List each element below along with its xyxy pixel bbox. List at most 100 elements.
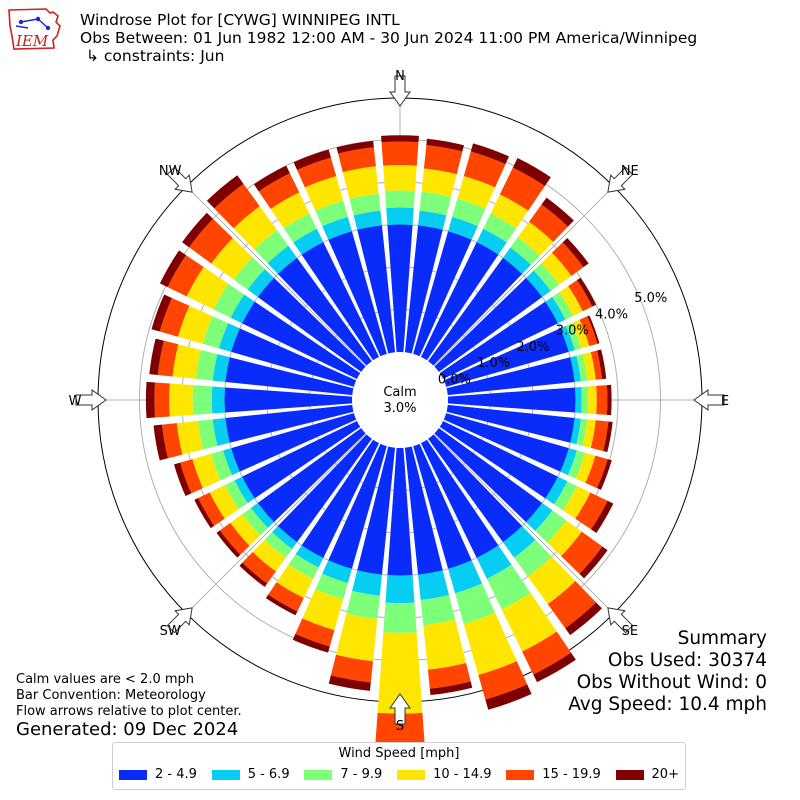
- wind-bar-segment: [567, 450, 586, 479]
- wind-bar-segment: [315, 573, 348, 600]
- wind-bar-segment: [182, 212, 213, 248]
- wind-bar-segment: [455, 583, 496, 624]
- wind-bar-segment: [342, 166, 379, 199]
- wind-bar-segment: [195, 349, 218, 381]
- wind-bar-segment: [295, 618, 335, 647]
- wind-bar-segment: [576, 277, 597, 307]
- wind-bar-segment: [231, 328, 357, 387]
- calm-value: 3.0%: [383, 401, 416, 416]
- wind-bar-segment: [186, 267, 229, 310]
- wind-bar-segment: [527, 556, 576, 605]
- wind-bar-segment: [501, 592, 557, 652]
- arrow-shape: [693, 389, 725, 411]
- wind-bar-segment: [576, 418, 588, 446]
- wind-bar-segment: [211, 237, 253, 280]
- wind-bar-segment: [418, 570, 449, 600]
- flow-arrow-icon: [693, 389, 725, 411]
- wind-bar-segment: [212, 354, 230, 382]
- wind-bar-segment: [210, 450, 233, 481]
- wind-bar-segment: [581, 386, 589, 414]
- constraints: ↳ constraints: Jun: [86, 47, 225, 65]
- legend-item: 20+: [615, 767, 679, 782]
- wind-bar-segment: [336, 140, 374, 154]
- legend-swatch: [397, 769, 426, 780]
- wind-bar-segment: [180, 459, 203, 494]
- wind-bar-segment: [413, 231, 472, 357]
- grid-spoke: [186, 186, 367, 367]
- wind-bar-segment: [447, 387, 576, 413]
- wind-bar-segment: [271, 526, 298, 550]
- wind-bar-segment: [579, 316, 598, 347]
- wind-bar-segment: [560, 325, 575, 352]
- wind-bar-segment: [349, 193, 381, 216]
- legend-item: 2 - 4.9: [119, 767, 197, 782]
- wind-bar-segment: [214, 183, 260, 229]
- wind-bar-segment: [154, 382, 170, 418]
- wind-bar-segment: [330, 654, 374, 683]
- flow-note: Flow arrows relative to plot center.: [16, 704, 242, 719]
- wind-bar-segment: [428, 257, 523, 366]
- wind-bar-segment: [571, 319, 590, 349]
- wind-bar-segment: [559, 286, 583, 316]
- summary-title: Summary: [677, 628, 767, 649]
- wind-bar-segment: [231, 413, 357, 472]
- wind-bars: [145, 135, 614, 767]
- wind-bar-segment: [579, 546, 608, 579]
- wind-bar-segment: [452, 198, 486, 227]
- wind-bar-segment: [224, 480, 248, 510]
- rose-labels: 0.0%1.0%2.0%3.0%4.0%5.0%Calm3.0%NNEESESS…: [69, 69, 730, 734]
- obs-without-wind: Obs Without Wind: 0: [576, 672, 767, 693]
- wind-bar-segment: [233, 257, 265, 290]
- wind-bar-segment: [533, 652, 576, 683]
- wind-bar-segment: [512, 158, 551, 187]
- wind-bar-segment: [178, 305, 213, 344]
- wind-bar-segment: [485, 684, 532, 710]
- wind-bar-segment: [212, 418, 230, 446]
- wind-bar-segment: [297, 157, 337, 188]
- wind-bar-segment: [169, 383, 194, 417]
- wind-bar-segment: [377, 632, 423, 714]
- wind-bar-segment: [383, 602, 417, 633]
- radial-tick-label: 4.0%: [595, 307, 628, 322]
- wind-bar-segment: [293, 228, 324, 255]
- compass-label-e: E: [721, 394, 729, 409]
- wind-bar-segment: [420, 594, 456, 626]
- wind-bar-segment: [357, 446, 396, 575]
- arrow-shape: [75, 389, 107, 411]
- wind-bar-segment: [483, 213, 517, 243]
- wind-bar-segment: [230, 294, 255, 324]
- wind-bar-segment: [218, 323, 240, 352]
- legend: Wind Speed [mph] 2 - 4.9 5 - 6.9 7 - 9.9…: [112, 742, 686, 790]
- legend-swatch: [506, 769, 535, 780]
- wind-bar-segment: [463, 151, 506, 188]
- wind-bar-segment: [277, 434, 372, 543]
- radial-tick-label: 0.0%: [438, 372, 471, 387]
- wind-bar-segment: [443, 413, 569, 472]
- wind-bar-segment: [545, 296, 566, 324]
- wind-bar-segment: [541, 197, 574, 227]
- wind-bar-segment: [606, 384, 612, 416]
- wind-bar-segment: [233, 206, 278, 250]
- wind-bar-segment: [292, 633, 330, 653]
- wind-bar-segment: [385, 575, 415, 604]
- wind-bar-segment: [192, 453, 221, 489]
- wind-bar-segment: [526, 502, 553, 532]
- compass-label-ne: NE: [621, 164, 639, 179]
- wind-bar-segment: [562, 485, 591, 519]
- flow-arrow-icon: [389, 75, 411, 107]
- wind-bar-segment: [554, 481, 577, 511]
- wind-bar-segment: [197, 419, 218, 450]
- legend-swatch: [119, 769, 147, 780]
- wind-bar-segment: [151, 294, 172, 332]
- wind-bar-segment: [265, 594, 298, 616]
- wind-bar-segment: [426, 138, 464, 152]
- wind-bar-segment: [463, 612, 517, 676]
- wind-bar-segment: [575, 452, 596, 483]
- wind-bar-segment: [502, 247, 532, 274]
- wind-bar-segment: [328, 443, 387, 569]
- wind-bar-segment: [448, 560, 483, 594]
- wind-bar-segment: [322, 216, 352, 240]
- wind-bar-segment: [239, 562, 268, 587]
- wind-bar-segment: [434, 428, 543, 523]
- wind-bar-segment: [547, 520, 582, 557]
